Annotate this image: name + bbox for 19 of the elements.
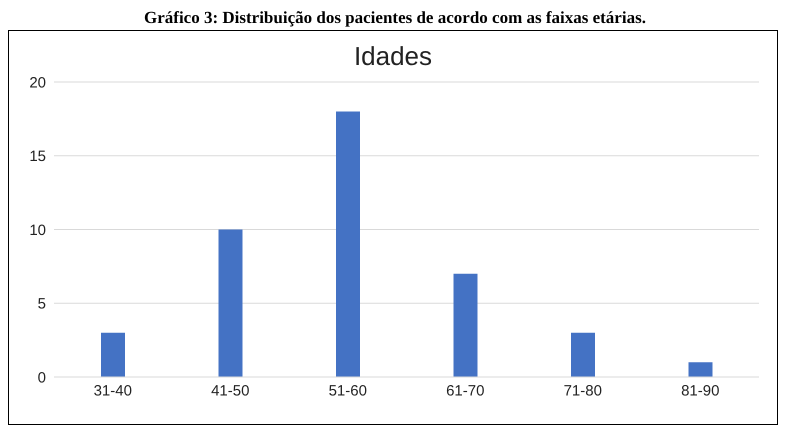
bar	[571, 332, 595, 377]
bar	[688, 362, 712, 377]
bar	[336, 112, 360, 377]
y-tick-label: 15	[29, 148, 46, 166]
chart-title: Idades	[352, 41, 434, 72]
y-tick-label: 0	[38, 369, 46, 386]
y-tick-label: 20	[29, 74, 46, 92]
bar	[218, 230, 242, 377]
x-tick-label: 51-60	[328, 382, 367, 400]
y-tick-label: 5	[38, 296, 46, 313]
x-tick-label: 81-90	[681, 382, 720, 400]
x-tick-label: 71-80	[564, 382, 602, 400]
y-tick-label: 10	[29, 222, 46, 239]
bar	[101, 332, 125, 377]
text: Gráfico 3: Distribuição dos pacientes de acordo com as faixas etárias.	[143, 8, 647, 29]
x-tick-label: 41-50	[211, 382, 250, 400]
x-tick-label: 61-70	[446, 382, 484, 400]
x-tick-label: 31-40	[94, 382, 132, 400]
bar	[454, 274, 478, 377]
